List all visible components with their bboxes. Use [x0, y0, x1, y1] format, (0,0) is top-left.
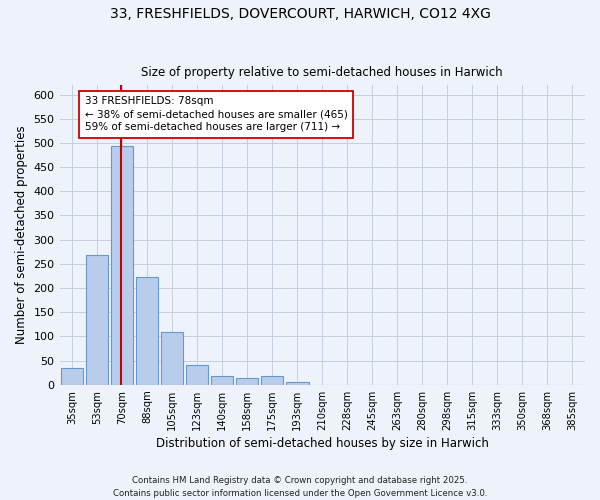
Bar [261, 376, 283, 385]
Text: 33, FRESHFIELDS, DOVERCOURT, HARWICH, CO12 4XG: 33, FRESHFIELDS, DOVERCOURT, HARWICH, CO… [110, 8, 490, 22]
Y-axis label: Number of semi-detached properties: Number of semi-detached properties [15, 126, 28, 344]
Text: 33 FRESHFIELDS: 78sqm
← 38% of semi-detached houses are smaller (465)
59% of sem: 33 FRESHFIELDS: 78sqm ← 38% of semi-deta… [85, 96, 347, 132]
Bar [186, 366, 208, 385]
Bar [211, 376, 233, 385]
Bar [236, 378, 259, 385]
Bar [86, 255, 109, 385]
X-axis label: Distribution of semi-detached houses by size in Harwich: Distribution of semi-detached houses by … [156, 437, 489, 450]
Bar [161, 332, 184, 385]
Bar [136, 277, 158, 385]
Text: Contains HM Land Registry data © Crown copyright and database right 2025.
Contai: Contains HM Land Registry data © Crown c… [113, 476, 487, 498]
Bar [61, 368, 83, 385]
Bar [111, 146, 133, 385]
Bar [286, 382, 308, 385]
Title: Size of property relative to semi-detached houses in Harwich: Size of property relative to semi-detach… [142, 66, 503, 80]
